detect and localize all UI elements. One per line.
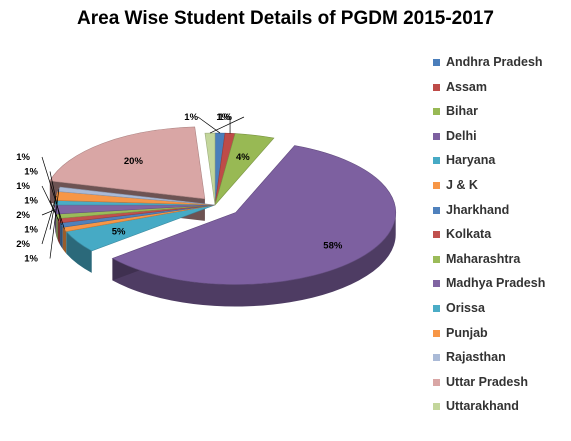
slice-uttar-pradesh [49,126,206,200]
legend-label: Jharkhand [446,202,510,217]
leader-line [41,156,65,230]
legend-item-uttarakhand: Uttarakhand [433,398,569,423]
legend-swatch [433,157,440,165]
legend-swatch [433,206,440,214]
data-label-delhi: 58% [323,240,343,251]
legend: Andhra Pradesh Assam Bihar Delhi Haryana J & … [433,54,569,423]
data-label-uttar-pradesh: 20% [124,156,144,167]
data-label-assam: 1% [216,112,230,123]
legend-item-rajasthan: Rajasthan [433,349,569,374]
legend-item-bihar: Bihar [433,103,569,128]
slice-bihar [214,133,275,206]
data-label-haryana: 5% [112,227,126,238]
legend-swatch [433,59,440,66]
data-label-andhra-pradesh: 1% [184,112,198,123]
legend-label: Madhya Pradesh [446,276,546,291]
legend-swatch [433,403,440,411]
legend-item-madhya-pradesh: Madhya Pradesh [433,275,569,300]
legend-label: Uttar Pradesh [446,374,528,389]
legend-item-punjab: Punjab [433,325,569,350]
pie-top-layer [49,126,396,285]
legend-item-jharkhand: Jharkhand [433,202,569,227]
legend-swatch [433,280,440,288]
data-label-maharashtra: 1% [24,196,38,207]
legend-label: Uttarakhand [446,399,519,414]
slice-side-maharashtra [56,214,58,241]
leader-line [41,195,57,245]
legend-label: Rajasthan [446,350,506,365]
legend-label: Haryana [446,153,496,168]
leader-line [41,209,56,216]
legend-item-uttar-pradesh: Uttar Pradesh [433,374,569,399]
legend-item-kolkata: Kolkata [433,226,569,251]
slice-delhi [111,145,396,285]
data-label-jharkhand: 1% [24,167,38,178]
leader-lines [41,116,245,259]
slice-side-delhi [112,212,396,307]
legend-item-maharashtra: Maharashtra [433,251,569,276]
chart-title: Area Wise Student Details of PGDM 2015-2… [77,8,494,29]
legend-item-andhra-pradesh: Andhra Pradesh [433,54,569,79]
legend-swatch [433,83,440,91]
legend-swatch [433,378,440,386]
legend-label: Maharashtra [446,251,521,266]
data-label-rajasthan: 1% [24,254,38,265]
legend-swatch [433,181,440,189]
legend-label: Orissa [446,300,485,315]
legend-swatch [433,255,440,263]
legend-label: Assam [446,79,487,94]
data-label-j-and-k: 1% [16,152,30,163]
leader-line [49,202,56,230]
legend-item-assam: Assam [433,79,569,104]
data-label-madhya-pradesh: 2% [16,210,30,221]
legend-label: Kolkata [446,227,492,242]
legend-swatch [433,231,440,239]
data-label-uttarakhand: 1% [218,112,232,123]
leader-line [49,189,60,259]
data-label-kolkata: 1% [16,181,30,192]
legend-label: Punjab [446,325,488,340]
slice-side-j-and-k [62,227,67,254]
data-label-bihar: 4% [236,152,250,163]
slice-side-haryana [66,231,92,273]
legend-label: Bihar [446,104,478,119]
slice-side-jharkhand [60,222,63,250]
legend-item-orissa: Orissa [433,300,569,325]
data-label-punjab: 2% [16,239,30,250]
legend-swatch [433,132,440,140]
slice-uttarakhand [204,132,216,206]
legend-label: Andhra Pradesh [446,55,543,69]
legend-label: J & K [446,177,478,192]
legend-item-j-and-k: J & K [433,177,569,202]
legend-label: Delhi [446,128,477,143]
legend-swatch [433,108,440,116]
legend-swatch [433,329,440,337]
legend-swatch [433,304,440,312]
data-label-orissa: 1% [24,225,38,236]
legend-swatch [433,354,440,362]
slice-side-kolkata [57,218,61,245]
legend-item-delhi: Delhi [433,128,569,153]
data-labels: 1% 1%4%58%5%1%1%1%1%2%1%2%1%20%1% [16,112,343,265]
leader-line [209,116,245,134]
legend-item-haryana: Haryana [433,152,569,177]
